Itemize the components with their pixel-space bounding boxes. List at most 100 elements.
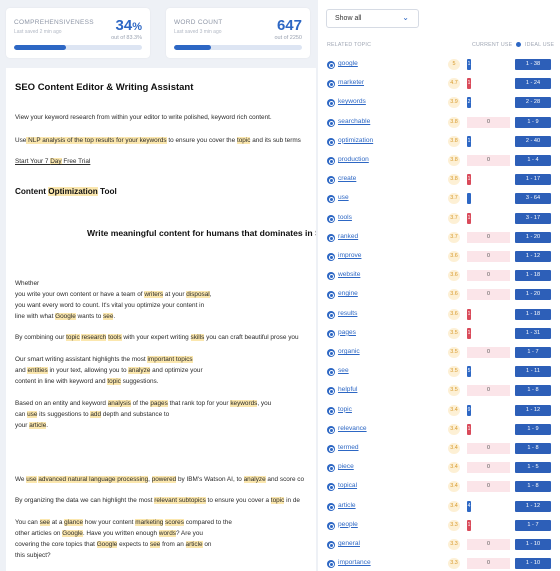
ideal-use-range: 3 - 17 (515, 212, 551, 224)
center-heading: Write meaningful content for humans that… (87, 228, 316, 238)
topic-keyword-link[interactable]: google (338, 60, 358, 67)
relevance-score: 3.7 (448, 212, 460, 224)
topic-keyword-link[interactable]: helpful (338, 386, 358, 394)
editor-document[interactable]: SEO Content Editor & Writing Assistant V… (6, 68, 316, 571)
topic-keyword-link[interactable]: relevance (338, 424, 367, 432)
paragraph-line: content in line with keyword and topic s… (15, 377, 159, 386)
search-icon[interactable] (327, 521, 335, 530)
topic-keyword-link[interactable]: optimization (338, 136, 374, 144)
topic-keyword-link[interactable]: piece (338, 463, 354, 471)
topic-keyword-link[interactable]: keywords (338, 98, 366, 106)
search-icon[interactable] (327, 118, 335, 127)
paragraph-line: you write your own content or have a tea… (15, 290, 211, 299)
search-icon[interactable] (327, 310, 335, 319)
topic-keyword-link[interactable]: results (338, 309, 358, 317)
text-run: with your expert writing (121, 334, 191, 341)
trial-link[interactable]: Start Your 7 Day Free Trial (15, 157, 90, 166)
topic-keyword-link[interactable]: organic (338, 348, 360, 355)
topic-row-tools: tools 3.7 1 3 - 17 (318, 211, 560, 230)
text-run: and optimize your (150, 367, 203, 374)
search-icon[interactable] (327, 464, 335, 473)
highlighted-term: powered (151, 476, 177, 483)
highlighted-term: advanced natural language processing (38, 476, 149, 483)
topic-row-people: people 3.3 1 1 - 7 (318, 518, 560, 537)
topic-keyword-link[interactable]: topical (338, 482, 358, 490)
topic-keyword-link[interactable]: marketer (338, 79, 365, 87)
current-use-marker: 9 (467, 404, 471, 416)
paragraph-line: line with what Google wants to see. (15, 312, 115, 321)
search-icon[interactable] (327, 80, 335, 89)
ideal-use-range: 1 - 24 (515, 78, 551, 90)
current-use: 1 (467, 78, 510, 90)
relevance-score: 3.6 (448, 289, 460, 301)
highlighted-term: topic (107, 378, 121, 385)
topic-keyword-link[interactable]: people (338, 520, 358, 528)
topic-keyword-link[interactable]: general (338, 540, 360, 547)
topic-row-searchable: searchable 3.8 0 1 - 9 (318, 115, 560, 134)
topic-row-helpful: helpful 3.5 0 1 - 8 (318, 383, 560, 402)
search-icon[interactable] (327, 233, 335, 242)
topic-keyword-link[interactable]: website (338, 271, 361, 279)
current-use: 0 (467, 481, 510, 493)
filter-select[interactable]: Show all ⌄ (326, 9, 419, 28)
topic-keyword-link[interactable]: use (338, 194, 349, 202)
search-icon[interactable] (327, 541, 335, 549)
topic-row-use: use 3.7 3 - 64 (318, 191, 560, 210)
text-run: wants to (75, 313, 104, 320)
current-use: 0 (467, 155, 510, 166)
search-icon[interactable] (327, 406, 335, 415)
search-icon[interactable] (327, 176, 335, 185)
relevance-score: 3.4 (448, 481, 460, 493)
progress-fill (14, 45, 67, 50)
text-run: its suggestions to (37, 411, 91, 418)
search-icon[interactable] (327, 387, 335, 396)
search-icon[interactable] (327, 99, 335, 108)
topic-keyword-link[interactable]: create (338, 175, 357, 183)
paragraph-line: We use advanced natural language process… (15, 475, 304, 484)
search-icon[interactable] (327, 368, 335, 377)
topic-keyword-link[interactable]: engine (338, 290, 358, 298)
topic-keyword-link[interactable]: searchable (338, 117, 371, 125)
topic-keyword-link[interactable]: pages (338, 328, 356, 336)
search-icon[interactable] (327, 61, 335, 69)
search-icon[interactable] (327, 253, 335, 261)
current-use: 1 (467, 135, 510, 147)
topic-keyword-link[interactable]: improve (338, 252, 362, 259)
chevron-down-icon: ⌄ (402, 13, 409, 22)
relevance-score: 3.6 (448, 251, 460, 262)
search-icon[interactable] (327, 291, 335, 300)
text-run: in de (284, 497, 300, 504)
topic-keyword-link[interactable]: article (338, 501, 356, 509)
topic-row-importance: importance 3.3 0 1 - 10 (318, 556, 560, 571)
text-run: you can craft beautiful prose you (204, 334, 299, 341)
relevance-score: 4.7 (448, 78, 460, 90)
ideal-use-range: 1 - 31 (515, 327, 551, 339)
search-icon[interactable] (327, 137, 335, 146)
search-icon[interactable] (327, 214, 335, 223)
search-icon[interactable] (327, 157, 335, 165)
topic-keyword-link[interactable]: tools (338, 213, 352, 221)
search-icon[interactable] (327, 272, 335, 281)
topic-keyword-link[interactable]: ranked (338, 232, 359, 240)
search-icon[interactable] (327, 502, 335, 511)
topic-keyword-link[interactable]: importance (338, 559, 371, 567)
search-icon[interactable] (327, 425, 335, 434)
topic-keyword-link[interactable]: termed (338, 444, 359, 451)
current-use: 1 (467, 423, 510, 435)
topic-row-optimization: optimization 3.8 1 2 - 40 (318, 134, 560, 153)
card-title: COMPREHENSIVENESS (14, 19, 94, 26)
search-icon[interactable] (327, 329, 335, 338)
highlighted-term: analysis (42, 137, 66, 144)
paragraph-line: By organizing the data we can highlight … (15, 496, 300, 505)
topic-keyword-link[interactable]: production (338, 156, 369, 163)
search-icon[interactable] (327, 445, 335, 453)
search-icon[interactable] (327, 195, 335, 204)
search-icon[interactable] (327, 483, 335, 492)
relevance-score: 3.4 (448, 443, 460, 454)
current-use: 0 (467, 539, 510, 550)
topic-keyword-link[interactable]: see (338, 367, 349, 375)
search-icon[interactable] (327, 349, 335, 357)
search-icon[interactable] (327, 560, 335, 569)
topic-row-topical: topical 3.4 0 1 - 8 (318, 479, 560, 498)
topic-keyword-link[interactable]: topic (338, 405, 352, 413)
